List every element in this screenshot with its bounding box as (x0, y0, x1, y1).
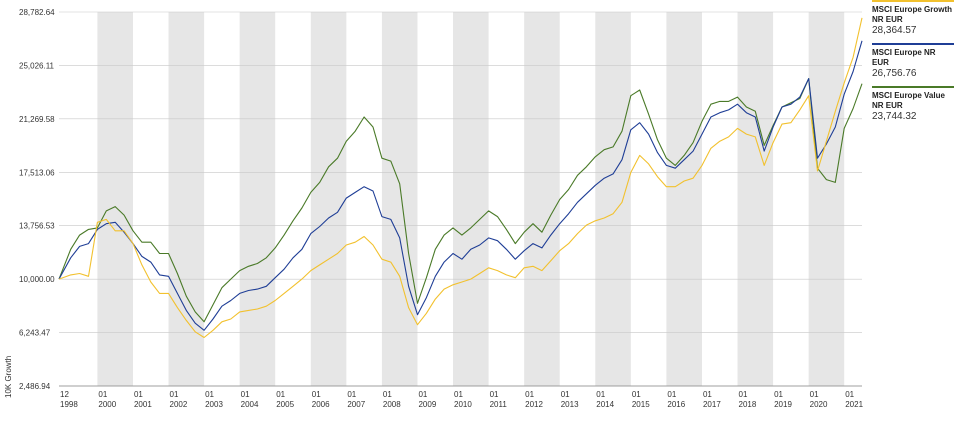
y-tick-label: 10,000.00 (19, 275, 55, 284)
x-tick-year: 2006 (312, 400, 330, 409)
legend-item-value: MSCI Europe Value NR EUR 23,744.32 (872, 86, 954, 123)
year-band (737, 12, 774, 386)
x-axis-ticks: 1219980120000120010120020120030120040120… (60, 390, 864, 409)
x-tick-month: 01 (810, 390, 819, 399)
x-tick-month: 01 (454, 390, 463, 399)
legend-item-europe: MSCI Europe NR EUR 26,756.76 (872, 43, 954, 80)
x-tick-year: 2003 (205, 400, 223, 409)
year-band (808, 12, 845, 386)
series-lines (58, 17, 863, 339)
y-tick-label: 13,756.53 (19, 222, 55, 231)
legend-series-value: 26,756.76 (872, 68, 917, 79)
legend-series-name: MSCI Europe NR EUR (872, 48, 936, 67)
x-tick-month: 01 (276, 390, 285, 399)
x-tick-year: 2014 (596, 400, 614, 409)
legend-series-value: 23,744.32 (872, 111, 917, 122)
year-band (666, 12, 702, 386)
x-tick-month: 01 (703, 390, 712, 399)
x-tick-month: 01 (418, 390, 427, 399)
x-tick-year: 2021 (845, 400, 863, 409)
x-tick-year: 2019 (774, 400, 792, 409)
series-line-2 (58, 78, 863, 323)
x-tick-month: 01 (525, 390, 534, 399)
x-tick-year: 2020 (810, 400, 828, 409)
x-tick-month: 01 (347, 390, 356, 399)
x-tick-month: 01 (312, 390, 321, 399)
x-tick-month: 01 (490, 390, 499, 399)
series-line-0 (58, 17, 863, 339)
y-axis-label: 10K Growth (4, 356, 13, 398)
x-tick-month: 01 (205, 390, 214, 399)
x-tick-year: 2008 (383, 400, 401, 409)
x-tick-month: 01 (134, 390, 143, 399)
x-tick-month: 01 (383, 390, 392, 399)
legend-series-name: MSCI Europe Growth NR EUR (872, 5, 952, 24)
x-tick-year: 2009 (418, 400, 436, 409)
year-bands (97, 12, 845, 386)
y-tick-label: 28,782.64 (19, 8, 55, 17)
x-tick-month: 01 (774, 390, 783, 399)
year-band (310, 12, 347, 386)
x-tick-year: 2013 (561, 400, 579, 409)
legend-series-value: 28,364.57 (872, 25, 917, 36)
y-tick-label: 25,026.11 (19, 61, 55, 70)
x-tick-month: 12 (60, 390, 69, 399)
x-tick-year: 2012 (525, 400, 543, 409)
year-band (595, 12, 631, 386)
legend-item-growth: MSCI Europe Growth NR EUR 28,364.57 (872, 0, 954, 37)
x-tick-month: 01 (739, 390, 748, 399)
year-band (381, 12, 418, 386)
x-tick-year: 2005 (276, 400, 294, 409)
legend-series-name: MSCI Europe Value NR EUR (872, 91, 945, 110)
y-tick-label: 21,269.58 (19, 115, 55, 124)
year-band (168, 12, 205, 386)
series-line-1 (58, 40, 863, 331)
year-band (97, 12, 133, 386)
x-tick-year: 2011 (490, 400, 508, 409)
gridlines (59, 11, 862, 387)
year-band (453, 12, 489, 386)
x-tick-year: 2017 (703, 400, 721, 409)
x-tick-year: 2010 (454, 400, 472, 409)
x-tick-year: 2000 (98, 400, 116, 409)
x-tick-month: 01 (667, 390, 676, 399)
x-tick-month: 01 (632, 390, 641, 399)
y-tick-label: 17,513.06 (19, 168, 55, 177)
x-tick-month: 01 (170, 390, 179, 399)
x-tick-year: 1998 (60, 400, 78, 409)
x-tick-month: 01 (241, 390, 250, 399)
y-tick-label: 6,243.47 (19, 329, 51, 338)
y-tick-label: 2,486.94 (19, 382, 51, 391)
x-tick-month: 01 (596, 390, 605, 399)
x-tick-year: 2007 (347, 400, 365, 409)
x-tick-year: 2002 (170, 400, 188, 409)
year-band (524, 12, 560, 386)
x-tick-year: 2001 (134, 400, 152, 409)
x-tick-month: 01 (845, 390, 854, 399)
x-tick-year: 2004 (241, 400, 259, 409)
x-tick-year: 2016 (667, 400, 685, 409)
legend: MSCI Europe Growth NR EUR 28,364.57 MSCI… (872, 0, 954, 129)
y-axis-ticks: 28,782.64 25,026.11 21,269.58 17,513.06 13,7… (19, 8, 55, 391)
year-band (239, 12, 276, 386)
x-tick-month: 01 (98, 390, 107, 399)
x-tick-year: 2015 (632, 400, 650, 409)
x-tick-year: 2018 (739, 400, 757, 409)
x-tick-month: 01 (561, 390, 570, 399)
